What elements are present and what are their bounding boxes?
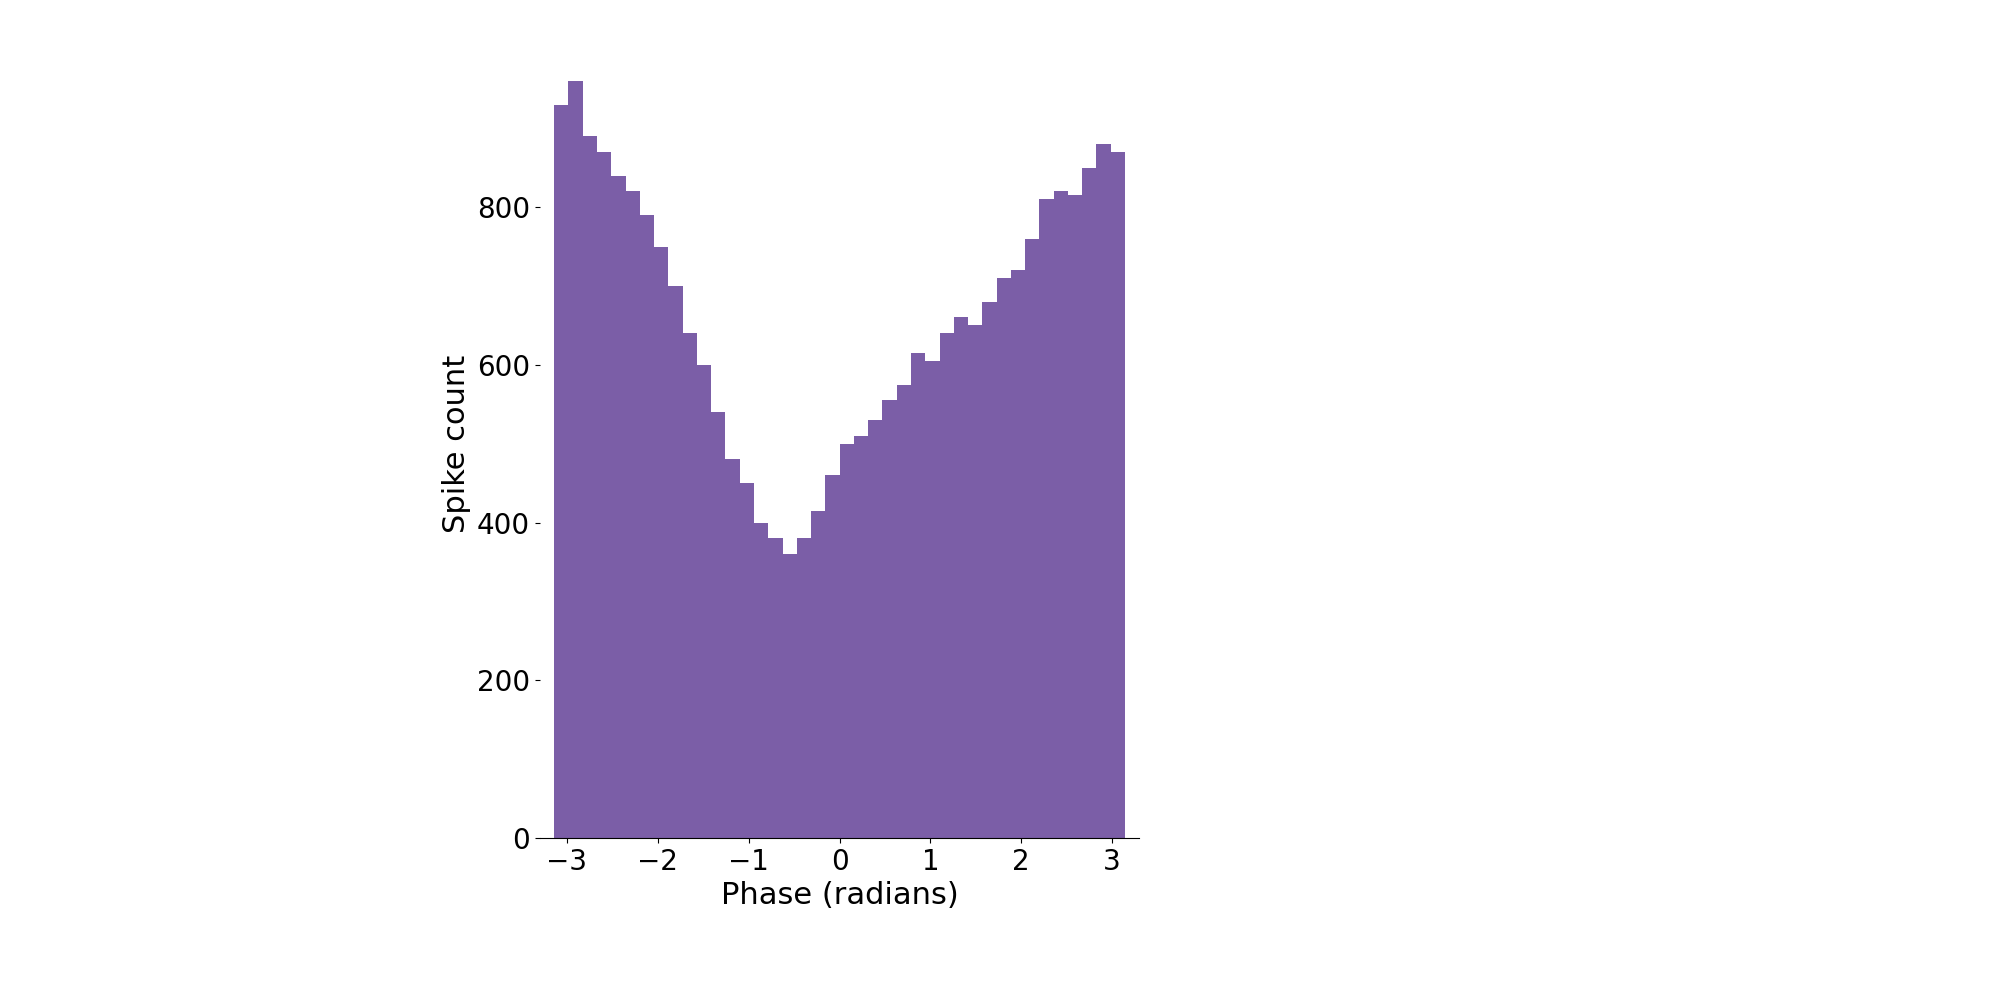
Bar [611, 176, 625, 838]
Bar [967, 325, 981, 838]
Bar [667, 286, 681, 838]
Bar [1011, 270, 1025, 838]
Bar [1081, 168, 1095, 838]
Bar [939, 333, 953, 838]
Bar [711, 412, 725, 838]
Bar [997, 278, 1011, 838]
Bar [639, 215, 653, 838]
Bar [625, 191, 639, 838]
Bar [867, 420, 881, 838]
Bar [753, 523, 767, 838]
Bar [925, 361, 939, 838]
Bar [1039, 199, 1053, 838]
Bar [953, 317, 967, 838]
Bar [1067, 195, 1081, 838]
Bar [853, 436, 867, 838]
Bar [825, 475, 839, 838]
Bar [1111, 152, 1125, 838]
Bar [1025, 239, 1039, 838]
Bar [583, 136, 597, 838]
Bar [567, 81, 583, 838]
Bar [697, 365, 711, 838]
Bar [681, 333, 697, 838]
Bar [767, 538, 781, 838]
Bar [811, 511, 825, 838]
Bar [911, 353, 925, 838]
Bar [839, 444, 853, 838]
Bar [597, 152, 611, 838]
Y-axis label: Spike count: Spike count [442, 355, 472, 532]
Bar [897, 385, 911, 838]
Bar [797, 538, 811, 838]
Bar [739, 483, 753, 838]
Bar [653, 246, 667, 838]
X-axis label: Phase (radians): Phase (radians) [721, 881, 957, 910]
Bar [553, 105, 567, 838]
Bar [981, 302, 997, 838]
Bar [1053, 191, 1067, 838]
Bar [725, 459, 739, 838]
Bar [881, 400, 897, 838]
Bar [781, 554, 797, 838]
Bar [1095, 144, 1111, 838]
